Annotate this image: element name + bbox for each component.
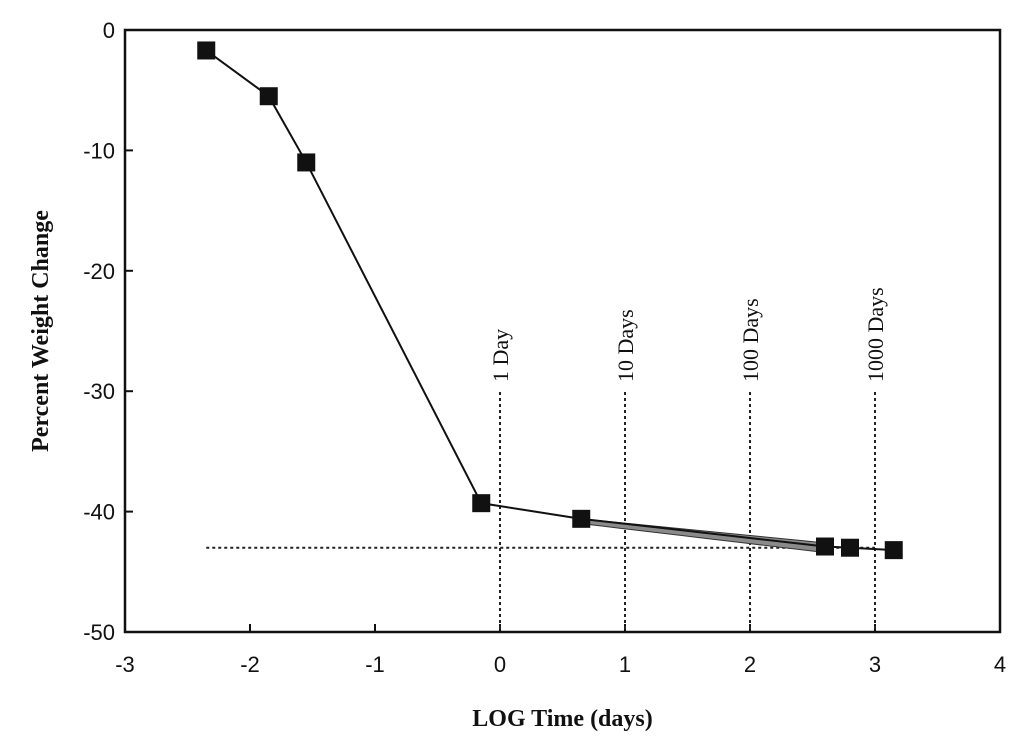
data-point [472,494,491,513]
x-tick-label: -3 [115,652,135,677]
data-point [884,541,903,560]
x-tick-label: 4 [994,652,1006,677]
x-tick-label: 3 [869,652,881,677]
data-point [572,509,591,528]
y-tick-label: -30 [83,379,115,404]
x-tick-label: 0 [494,652,506,677]
y-axis-title: Percent Weight Change [28,210,54,452]
vertical-reference-label: 100 Days [738,298,763,382]
y-tick-label: -20 [83,259,115,284]
series-line [205,49,894,552]
x-tick-label: 2 [744,652,756,677]
x-tick-label: 1 [619,652,631,677]
x-tick-label: -2 [240,652,260,677]
plot-frame [123,28,1002,634]
y-tick-label: -50 [83,620,115,645]
reference-lines-layer: 1 Day 10 Days 100 Days 1000 Days [206,287,888,632]
y-tick-label: -10 [83,138,115,163]
series-layer [197,41,903,560]
vertical-reference-label: 1000 Days [863,287,888,382]
data-point [841,538,859,557]
plot-frame-layer [123,28,1002,634]
data-point [197,41,216,60]
x-axis-title: LOG Time (days) [472,706,652,732]
data-point [259,87,278,106]
x-tick-label: -1 [365,652,385,677]
y-tick-label: -40 [83,500,115,525]
data-point [816,537,834,556]
vertical-reference-label: 1 Day [488,329,513,382]
y-tick-label: 0 [103,18,115,43]
vertical-reference-label: 10 Days [613,309,638,382]
axis-labels-layer: LOG Time (days) Percent Weight Change -3… [28,18,1006,732]
data-point [297,153,316,172]
